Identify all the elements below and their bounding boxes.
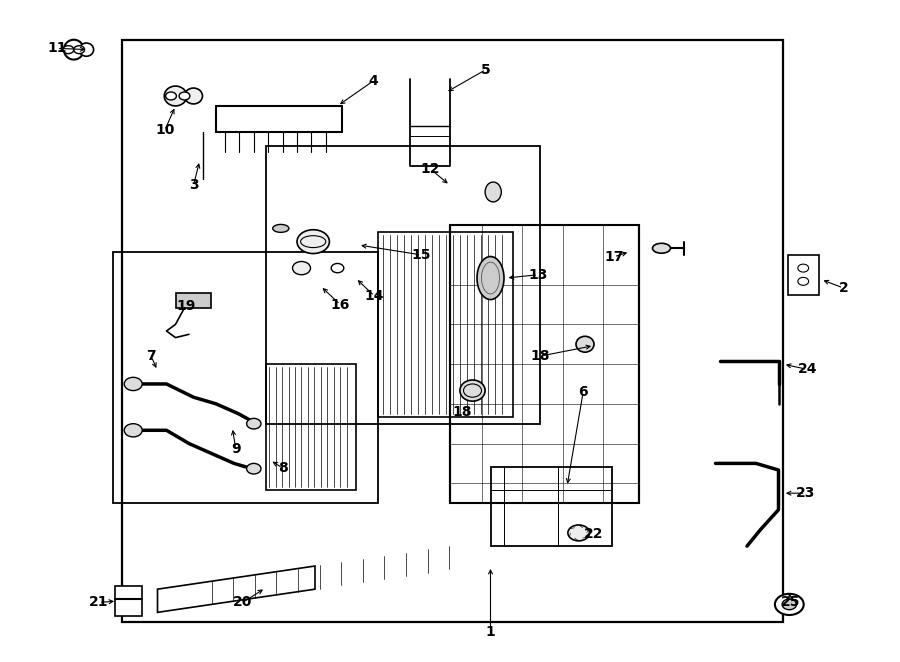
Ellipse shape — [477, 257, 504, 300]
Text: 2: 2 — [839, 281, 848, 295]
Ellipse shape — [460, 380, 485, 401]
Bar — [378, 232, 513, 417]
Text: 18: 18 — [452, 404, 472, 419]
Text: 5: 5 — [482, 62, 490, 77]
Text: 24: 24 — [797, 362, 817, 377]
Ellipse shape — [164, 86, 187, 106]
Text: 23: 23 — [796, 486, 815, 500]
Circle shape — [247, 463, 261, 474]
Circle shape — [297, 230, 329, 254]
Text: 14: 14 — [364, 289, 384, 303]
Text: 9: 9 — [231, 442, 240, 456]
Ellipse shape — [184, 88, 202, 104]
Circle shape — [775, 594, 804, 615]
Circle shape — [124, 377, 142, 391]
Circle shape — [63, 46, 74, 54]
Bar — [266, 146, 540, 424]
Text: 1: 1 — [486, 625, 495, 639]
Circle shape — [166, 92, 176, 100]
Text: 25: 25 — [780, 595, 800, 610]
Text: 8: 8 — [278, 461, 287, 475]
Circle shape — [292, 261, 310, 275]
Text: 16: 16 — [330, 297, 350, 312]
Ellipse shape — [79, 43, 94, 56]
Circle shape — [782, 599, 796, 610]
Text: 6: 6 — [579, 385, 588, 399]
Ellipse shape — [652, 244, 670, 253]
Text: 17: 17 — [604, 250, 624, 264]
Circle shape — [331, 263, 344, 273]
Bar — [115, 586, 142, 616]
Text: 7: 7 — [147, 349, 156, 363]
Bar — [788, 255, 819, 295]
Bar — [266, 364, 356, 490]
Text: 13: 13 — [528, 267, 548, 282]
Circle shape — [568, 525, 590, 541]
Bar — [176, 293, 211, 308]
Text: 12: 12 — [420, 162, 440, 176]
Bar — [112, 252, 378, 503]
Text: 10: 10 — [155, 123, 175, 138]
Text: 20: 20 — [233, 595, 253, 610]
Text: 18: 18 — [530, 349, 550, 363]
Text: 11: 11 — [47, 41, 67, 56]
Bar — [122, 40, 783, 622]
Circle shape — [74, 46, 85, 54]
Text: 21: 21 — [89, 595, 109, 610]
Circle shape — [124, 424, 142, 437]
Ellipse shape — [273, 224, 289, 232]
Ellipse shape — [576, 336, 594, 352]
Text: 19: 19 — [176, 299, 196, 313]
Text: 3: 3 — [189, 178, 198, 193]
Bar — [450, 225, 639, 503]
Polygon shape — [158, 566, 315, 612]
Ellipse shape — [485, 182, 501, 202]
Bar — [491, 467, 612, 546]
Text: 4: 4 — [369, 73, 378, 88]
Circle shape — [247, 418, 261, 429]
Ellipse shape — [64, 40, 84, 60]
Circle shape — [179, 92, 190, 100]
Text: 22: 22 — [584, 527, 604, 542]
Text: 15: 15 — [411, 248, 431, 262]
